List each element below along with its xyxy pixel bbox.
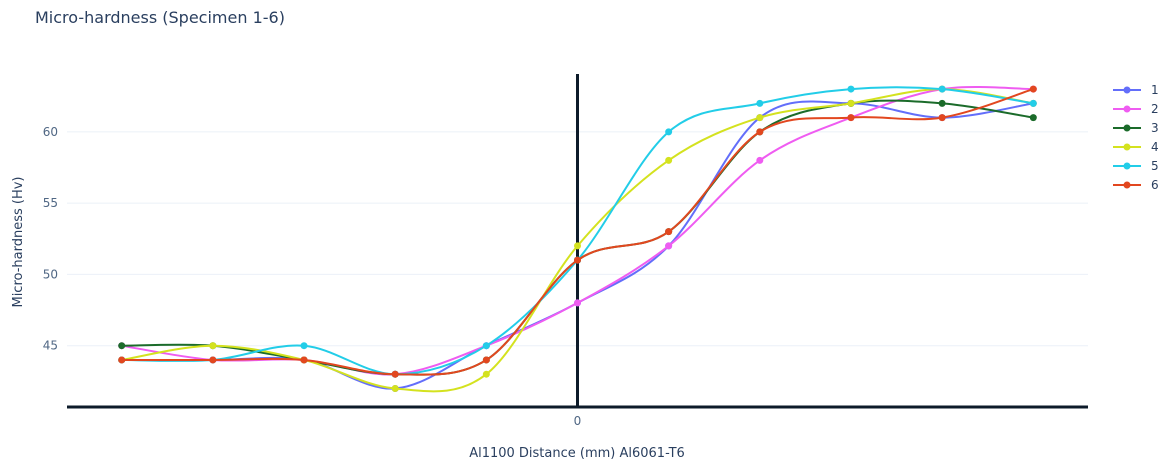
- x-axis-label: Al1100 Distance (mm) Al6061-T6: [469, 446, 685, 461]
- data-point: [938, 99, 946, 107]
- legend-item-6[interactable]: 6: [1113, 178, 1159, 192]
- y-tick-label: 45: [43, 339, 58, 353]
- data-point: [1029, 85, 1037, 93]
- data-point: [847, 85, 855, 93]
- data-point: [482, 356, 490, 364]
- legend-swatch-marker: [1123, 124, 1131, 132]
- data-point: [574, 242, 581, 250]
- data-point: [209, 342, 217, 350]
- y-tick-label: 55: [43, 196, 58, 210]
- legend-swatch-marker: [1123, 105, 1131, 113]
- data-point: [482, 370, 490, 378]
- series-6: [118, 85, 1037, 378]
- data-point: [847, 99, 855, 107]
- data-point: [300, 356, 308, 364]
- data-point: [756, 114, 764, 122]
- data-point: [118, 342, 126, 350]
- data-point: [665, 156, 673, 164]
- data-point: [938, 85, 946, 93]
- y-axis-label: Micro-hardness (Hv): [11, 176, 26, 307]
- data-point: [938, 114, 946, 122]
- legend-item-5[interactable]: 5: [1113, 159, 1159, 173]
- data-point: [391, 370, 399, 378]
- chart-title: Micro-hardness (Specimen 1-6): [35, 8, 285, 27]
- legend-swatch-marker: [1123, 181, 1131, 189]
- data-point: [756, 156, 764, 164]
- data-point: [665, 242, 673, 250]
- data-point: [665, 128, 673, 136]
- data-point: [300, 342, 308, 350]
- y-tick-label: 50: [43, 267, 58, 281]
- data-point: [847, 114, 855, 122]
- legend[interactable]: 1 2 3 4 5 6: [1113, 83, 1159, 192]
- y-tick-label: 60: [43, 125, 58, 139]
- legend-label: 4: [1151, 140, 1159, 154]
- data-point: [118, 356, 126, 364]
- x-tick-label: 0: [574, 414, 582, 428]
- legend-item-3[interactable]: 3: [1113, 121, 1159, 135]
- data-point: [665, 228, 673, 236]
- data-point: [574, 256, 581, 264]
- data-point: [482, 342, 490, 350]
- series-lines: [118, 85, 1037, 393]
- legend-label: 5: [1151, 159, 1159, 173]
- legend-label: 6: [1151, 178, 1159, 192]
- legend-item-2[interactable]: 2: [1113, 102, 1159, 116]
- legend-label: 2: [1151, 102, 1159, 116]
- legend-label: 3: [1151, 121, 1159, 135]
- data-point: [1029, 114, 1037, 122]
- data-point: [574, 299, 581, 307]
- data-point: [756, 99, 764, 107]
- legend-item-1[interactable]: 1: [1113, 83, 1159, 97]
- legend-swatch-marker: [1123, 143, 1131, 151]
- data-point: [391, 384, 399, 392]
- data-point: [209, 356, 217, 364]
- legend-swatch-marker: [1123, 86, 1131, 94]
- data-point: [1029, 99, 1037, 107]
- legend-swatch-marker: [1123, 162, 1131, 170]
- data-point: [756, 128, 764, 136]
- legend-item-4[interactable]: 4: [1113, 140, 1159, 154]
- legend-label: 1: [1151, 83, 1159, 97]
- axes: 45 50 55 60 0: [43, 74, 1088, 428]
